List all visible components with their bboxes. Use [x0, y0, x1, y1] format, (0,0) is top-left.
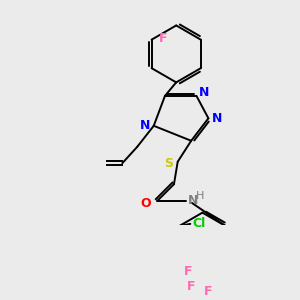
Text: F: F — [159, 32, 168, 45]
Text: S: S — [164, 157, 173, 170]
Text: N: N — [199, 86, 209, 99]
Text: Cl: Cl — [193, 218, 206, 230]
Text: F: F — [204, 285, 213, 298]
Text: O: O — [141, 197, 152, 210]
Text: H: H — [196, 191, 204, 201]
Text: N: N — [140, 119, 151, 132]
Text: F: F — [187, 280, 196, 293]
Text: N: N — [212, 112, 222, 125]
Text: F: F — [184, 265, 193, 278]
Text: N: N — [188, 194, 198, 207]
